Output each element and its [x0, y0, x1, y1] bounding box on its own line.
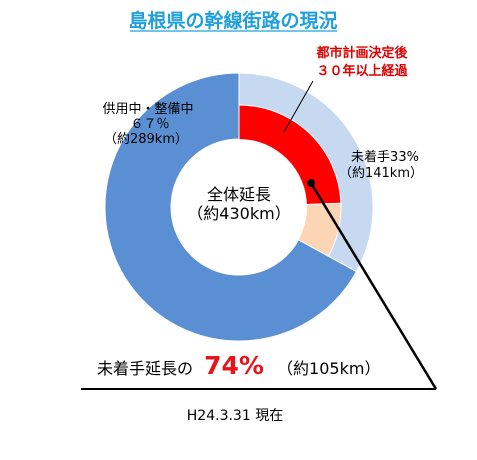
inuse-label-line1: 供用中・整備中	[102, 101, 193, 117]
unbuilt-label-line2: （約141km）	[339, 166, 423, 181]
chart-title: 島根県の幹線街路の現況	[128, 9, 337, 32]
date-note: H24.3.31 現在	[187, 408, 283, 424]
inuse-label-line3: （約289km）	[104, 132, 188, 147]
unbuilt-label-line1: 未着手33%	[351, 149, 419, 165]
center-label-line2: （約430km）	[187, 204, 290, 223]
callout-text: 未着手延長の 74% （約105km）	[97, 351, 380, 380]
over30-label-line1: 都市計画決定後	[315, 45, 408, 61]
over30-label-line2: ３０年以上経過	[316, 63, 408, 79]
over30-leader-line	[283, 80, 314, 133]
donut-hole	[171, 139, 307, 275]
donut-group	[104, 72, 374, 342]
callout-prefix: 未着手延長の	[97, 359, 193, 378]
center-label-line1: 全体延長	[207, 185, 271, 204]
inuse-label-line2: ６７％	[130, 117, 169, 132]
callout-diagonal	[309, 182, 438, 390]
callout-percent: 74%	[204, 351, 264, 380]
callout-suffix: （約105km）	[277, 359, 380, 378]
